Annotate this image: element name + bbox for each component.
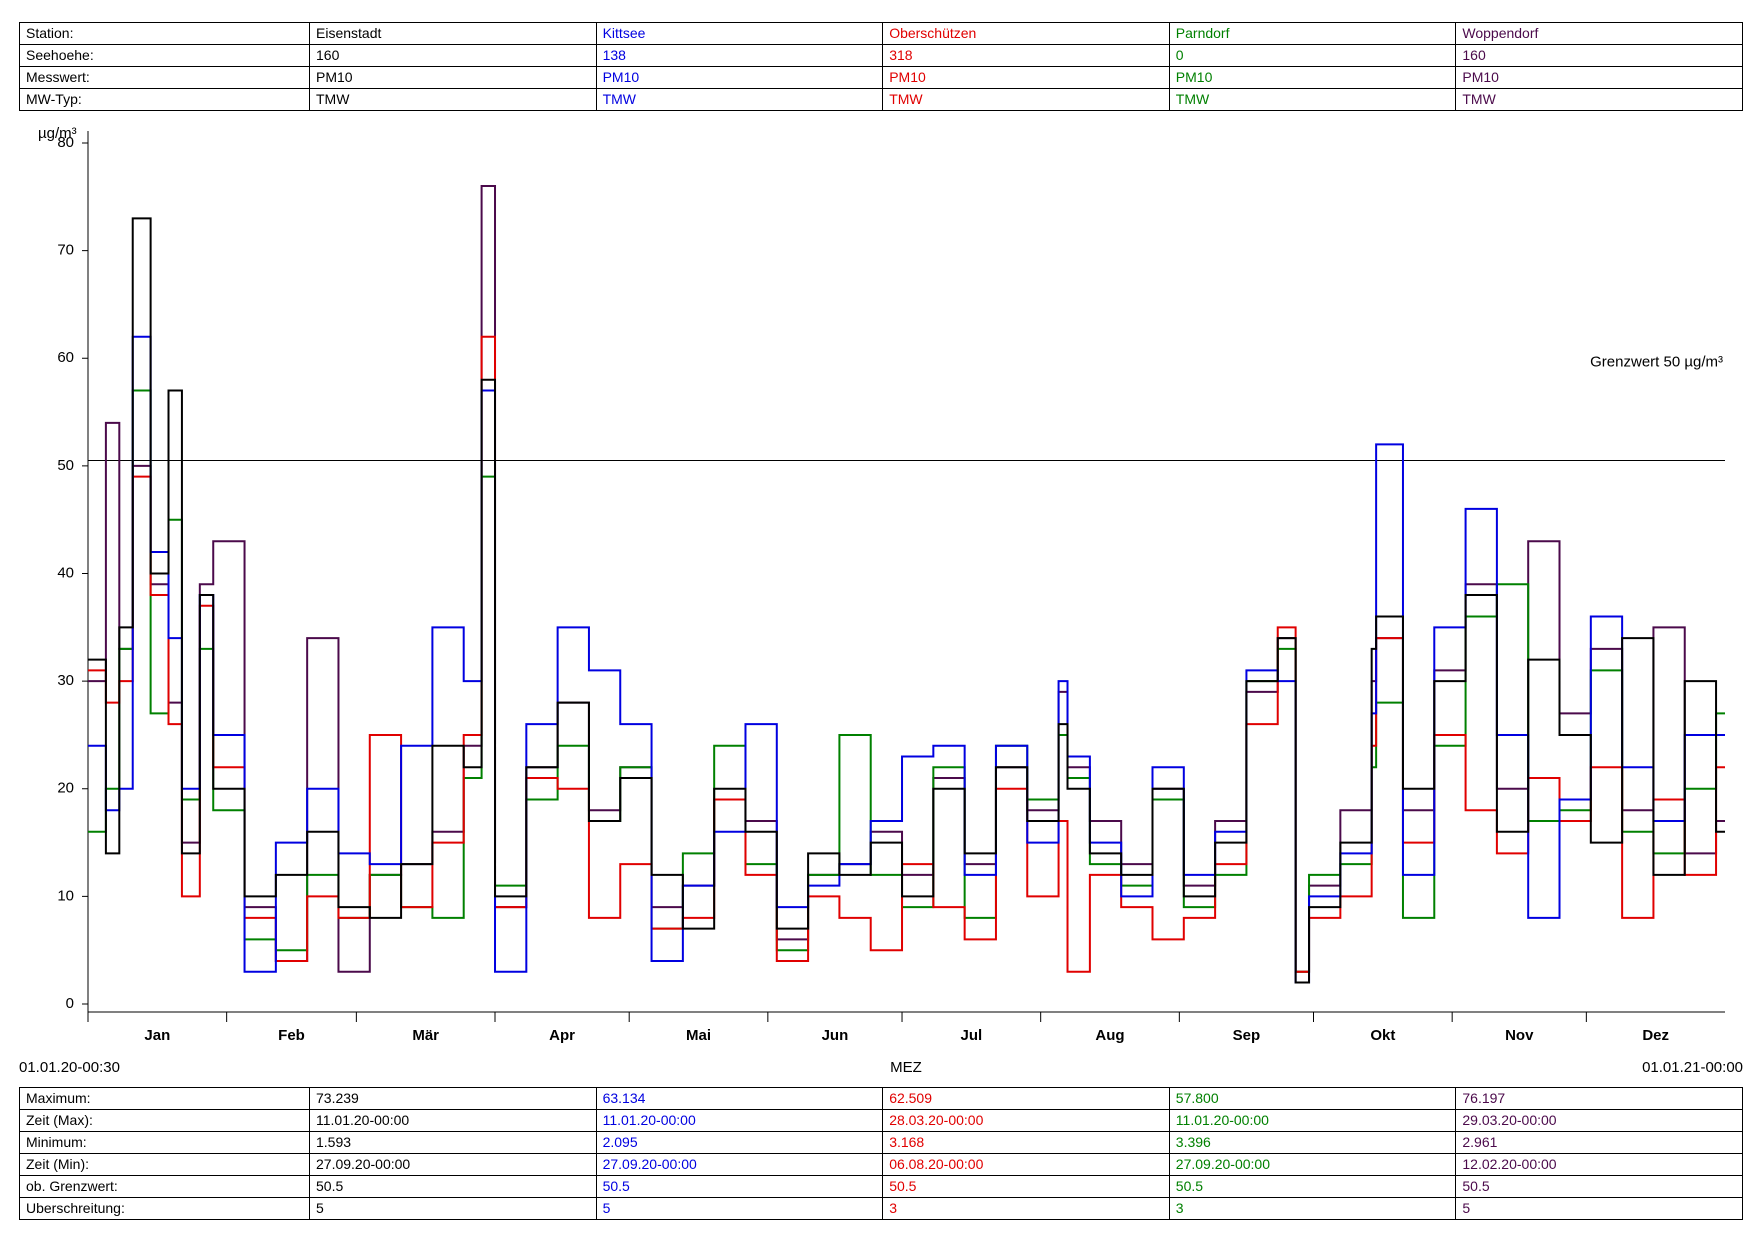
row-label: ob. Grenzwert: <box>19 1175 310 1198</box>
table-cell: TMW <box>1455 88 1743 111</box>
series-line <box>88 335 1725 984</box>
table-cell: 76.197 <box>1455 1087 1743 1110</box>
row-label: MW-Typ: <box>19 88 310 111</box>
table-cell: 5 <box>1455 1197 1743 1220</box>
table-cell: TMW <box>882 88 1170 111</box>
table-cell: 11.01.20-00:00 <box>595 1109 884 1132</box>
stats-row: Zeit (Min): 27.09.20-00:00 27.09.20-00:00 0… <box>19 1153 1743 1176</box>
y-tick-label: 30 <box>57 672 74 689</box>
header-table: Station: Eisenstadt Kittsee Oberschützen Par… <box>19 22 1743 111</box>
legend-entry: Parndorf <box>1168 22 1457 45</box>
row-label: Minimum: <box>19 1131 310 1154</box>
table-cell: 3.168 <box>882 1131 1170 1154</box>
table-cell: 27.09.20-00:00 <box>309 1153 597 1176</box>
table-cell: 3.396 <box>1168 1131 1457 1154</box>
x-tick-label: Mär <box>412 1027 439 1044</box>
table-cell: 3 <box>882 1197 1170 1220</box>
table-cell: TMW <box>595 88 884 111</box>
table-cell: 50.5 <box>595 1175 884 1198</box>
table-cell: 11.01.20-00:00 <box>309 1109 597 1132</box>
table-cell: 62.509 <box>882 1087 1170 1110</box>
y-tick-label: 0 <box>66 995 74 1012</box>
row-label: Zeit (Max): <box>19 1109 310 1132</box>
x-tick-label: Jul <box>961 1027 983 1044</box>
stats-table: Maximum: 73.239 63.134 62.509 57.800 76.197 Ze… <box>19 1087 1743 1220</box>
row-label: Zeit (Min): <box>19 1153 310 1176</box>
table-cell: 1.593 <box>309 1131 597 1154</box>
table-cell: 06.08.20-00:00 <box>882 1153 1170 1176</box>
y-tick-label: 50 <box>57 457 74 474</box>
x-tick-label: Jan <box>144 1027 170 1044</box>
row-label: Uberschreitung: <box>19 1197 310 1220</box>
table-cell: 29.03.20-00:00 <box>1455 1109 1743 1132</box>
stats-row: Maximum: 73.239 63.134 62.509 57.800 76.197 <box>19 1087 1743 1110</box>
table-cell: 50.5 <box>882 1175 1170 1198</box>
x-tick-label: Dez <box>1642 1027 1669 1044</box>
table-cell: 2.095 <box>595 1131 884 1154</box>
row-label: Maximum: <box>19 1087 310 1110</box>
table-cell: TMW <box>1168 88 1457 111</box>
table-cell: TMW <box>309 88 597 111</box>
series-line <box>88 185 1725 973</box>
y-tick-label: 10 <box>57 887 74 904</box>
x-tick-label: Sep <box>1233 1027 1261 1044</box>
x-tick-label: Aug <box>1095 1027 1124 1044</box>
stats-row: Uberschreitung: 5 5 3 3 5 <box>19 1197 1743 1220</box>
header-row: Station: Eisenstadt Kittsee Oberschützen Par… <box>19 22 1743 45</box>
series-line <box>88 217 1725 984</box>
table-cell: 27.09.20-00:00 <box>1168 1153 1457 1176</box>
limit-label: Grenzwert 50 µg/m³ <box>1590 353 1723 370</box>
x-axis-label: MEZ <box>890 1059 922 1076</box>
table-cell: 2.961 <box>1455 1131 1743 1154</box>
y-axis-label: µg/m³ <box>38 125 77 142</box>
table-cell: 28.03.20-00:00 <box>882 1109 1170 1132</box>
y-tick-label: 20 <box>57 780 74 797</box>
x-tick-label: Nov <box>1505 1027 1534 1044</box>
table-cell: 63.134 <box>595 1087 884 1110</box>
table-cell: 12.02.20-00:00 <box>1455 1153 1743 1176</box>
series-line <box>88 389 1725 973</box>
x-tick-label: Apr <box>549 1027 575 1044</box>
x-tick-label: Mai <box>686 1027 711 1044</box>
y-tick-label: 70 <box>57 242 74 259</box>
y-tick-label: 60 <box>57 349 74 366</box>
x-start-label: 01.01.20-00:30 <box>19 1059 120 1076</box>
table-cell: 57.800 <box>1168 1087 1457 1110</box>
x-tick-label: Jun <box>822 1027 849 1044</box>
x-end-label: 01.01.21-00:00 <box>1642 1059 1743 1076</box>
table-cell: 3 <box>1168 1197 1457 1220</box>
table-cell: PM10 <box>882 66 1170 89</box>
stats-row: Minimum: 1.593 2.095 3.168 3.396 2.961 <box>19 1131 1743 1154</box>
table-cell: 27.09.20-00:00 <box>595 1153 884 1176</box>
x-tick-label: Okt <box>1370 1027 1395 1044</box>
y-tick-label: 80 <box>57 134 74 151</box>
table-cell: PM10 <box>1168 66 1457 89</box>
table-cell: 50.5 <box>309 1175 597 1198</box>
table-cell: 50.5 <box>1455 1175 1743 1198</box>
series-line <box>88 335 1725 973</box>
table-cell: 5 <box>595 1197 884 1220</box>
table-cell: 5 <box>309 1197 597 1220</box>
stats-row: ob. Grenzwert: 50.5 50.5 50.5 50.5 50.5 <box>19 1175 1743 1198</box>
table-cell: 73.239 <box>309 1087 597 1110</box>
header-row: MW-Typ: TMW TMW TMW TMW TMW <box>19 88 1743 111</box>
table-cell: 50.5 <box>1168 1175 1457 1198</box>
x-tick-label: Feb <box>278 1027 305 1044</box>
y-tick-label: 40 <box>57 564 74 581</box>
stats-row: Zeit (Max): 11.01.20-00:00 11.01.20-00:00 2… <box>19 1109 1743 1132</box>
table-cell: 11.01.20-00:00 <box>1168 1109 1457 1132</box>
